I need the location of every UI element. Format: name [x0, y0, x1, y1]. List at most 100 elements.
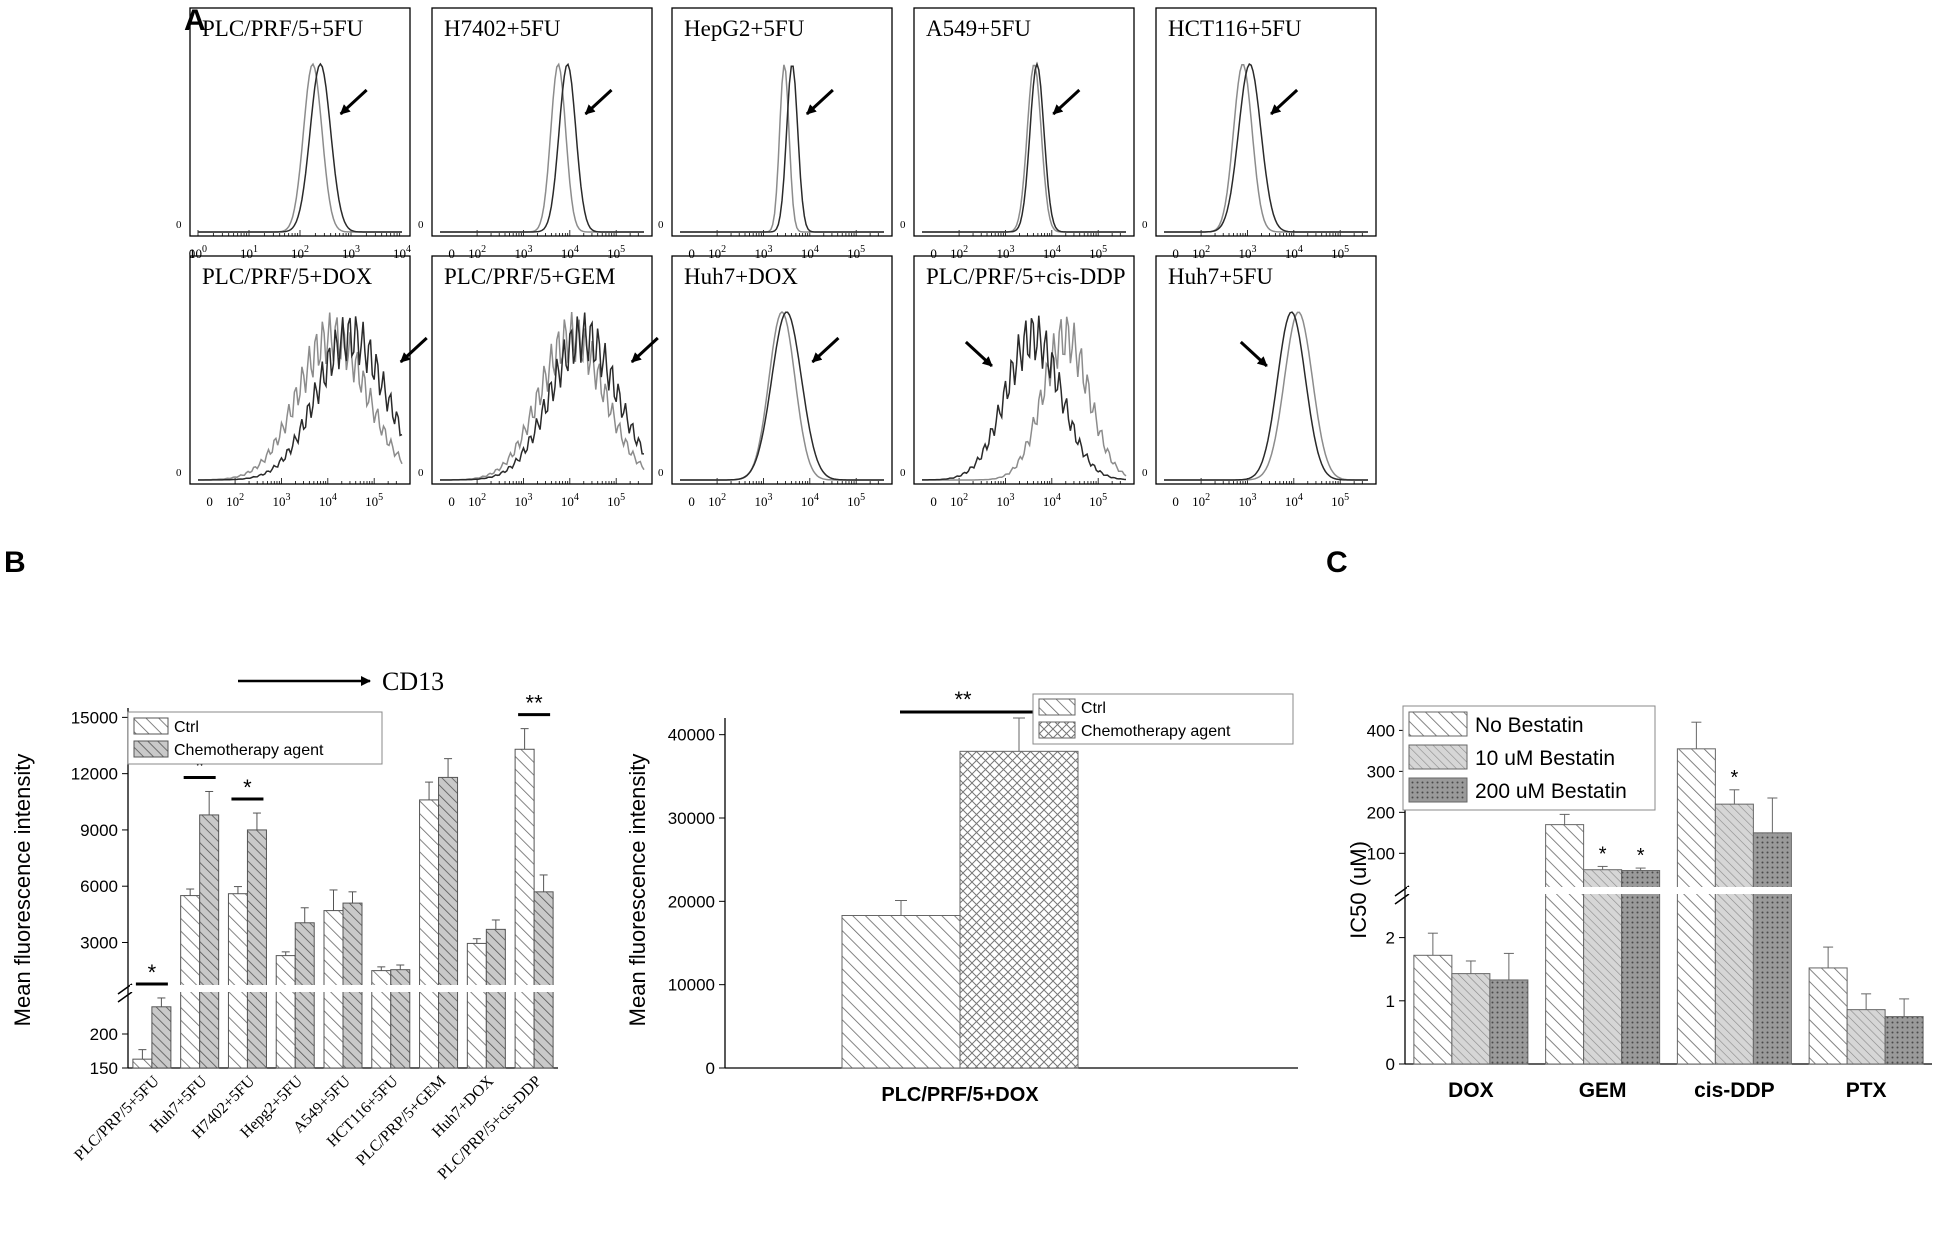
histogram-curve-ctrl [1164, 64, 1368, 233]
b-left-bar-treated [246, 829, 267, 1069]
histogram-title: PLC/PRF/5+5FU [202, 16, 364, 41]
b-left-bar-treated [438, 776, 459, 1069]
histogram-tick-label: 102 [226, 492, 244, 509]
histogram-title: HCT116+5FU [1168, 16, 1302, 41]
b-right-y-label: Mean fluorescence intensity [625, 754, 650, 1027]
b-right-bar-treated [959, 750, 1079, 1069]
histogram-frame [431, 255, 653, 485]
b-right-x-label: PLC/PRF/5+DOX [881, 1084, 1039, 1106]
histogram-curve-treated [440, 312, 645, 481]
b-right-bar-ctrl [841, 915, 961, 1069]
histogram-tick-label: 0 [448, 494, 455, 509]
c-break-band [1407, 887, 1934, 894]
histogram-tick-label: 105 [1089, 492, 1107, 509]
b-left-category-label: PLC/PRP/5+GEM [353, 1073, 449, 1169]
c-legend-label: 10 uM Bestatin [1475, 747, 1615, 770]
histogram-y-zero: 0 [418, 219, 424, 231]
histogram-tick-label: 104 [1285, 492, 1303, 509]
histogram-arrow [339, 88, 368, 116]
histogram-curve-treated [680, 311, 884, 481]
histogram-plot: PLC/PRF/5+cis-DDP 0 0 102 103 104 105 [900, 255, 1135, 509]
histogram-plot: Huh7+DOX 0 0 102 103 104 105 [658, 255, 893, 509]
b-right-y-tick-label: 20000 [668, 892, 715, 911]
histogram-tick-label: 0 [1172, 494, 1179, 509]
histogram-plot: Huh7+5FU 0 0 102 103 104 105 [1142, 255, 1377, 509]
c-significance-label: * [1730, 767, 1738, 789]
c-y-label: IC50 (uM) [1346, 841, 1371, 939]
histogram-y-zero: 0 [1142, 467, 1148, 479]
histogram-tick-label: 103 [996, 492, 1014, 509]
histogram-curve-ctrl [680, 310, 884, 481]
histogram-tick-label: 0 [688, 494, 695, 509]
histogram-tick-label: 100 [189, 244, 207, 261]
histogram-tick-label: 102 [950, 244, 968, 261]
histogram-y-zero: 0 [418, 467, 424, 479]
b-left-bar-ctrl [227, 893, 248, 1069]
panel-label-b: B [4, 546, 26, 579]
b-left-bar-treated [533, 891, 554, 1069]
c-bar-no-bestatin [1808, 967, 1848, 1065]
b-left-y-tick-label: 6000 [80, 877, 118, 896]
histogram-title: Huh7+5FU [1168, 264, 1273, 289]
histogram-tick-label: 0 [930, 246, 937, 261]
histogram-title: PLC/PRF/5+GEM [444, 264, 615, 289]
b-left-break-band [130, 985, 560, 992]
c-axis-break [1394, 885, 1410, 905]
histogram-tick-label: 104 [801, 492, 819, 509]
panel-label-c: C [1326, 546, 1348, 579]
b-right-legend-label: Chemotherapy agent [1081, 723, 1231, 740]
histogram-tick-label: 105 [847, 492, 865, 509]
histogram-plot: A549+5FU 0 0 102 103 104 105 [900, 7, 1135, 261]
histogram-title: HepG2+5FU [684, 16, 805, 41]
histogram-title: H7402+5FU [444, 16, 561, 41]
b-left-y-tick-label: 150 [90, 1059, 118, 1078]
histogram-tick-label: 102 [708, 492, 726, 509]
b-left-bar-treated [485, 928, 506, 1069]
b-left-legend [127, 711, 383, 765]
c-bar-10um-bestatin [1714, 803, 1754, 1065]
histogram-y-zero: 0 [900, 467, 906, 479]
histogram-curve-ctrl [922, 316, 1127, 481]
b-right-y-tick-label: 30000 [668, 809, 715, 828]
histogram-tick-label: 0 [206, 494, 213, 509]
b-left-y-tick-label: 3000 [80, 933, 118, 952]
cd13-axis-label: CD13 [382, 667, 444, 696]
b-left-bar-ctrl [466, 942, 487, 1069]
histogram-y-zero: 0 [1142, 219, 1148, 231]
c-legend-swatch [1408, 744, 1468, 770]
b-left-y-tick-label: 9000 [80, 821, 118, 840]
histogram-tick-label: 102 [1192, 492, 1210, 509]
histogram-frame [913, 7, 1135, 237]
c-legend-swatch [1408, 777, 1468, 803]
b-left-bar-ctrl [419, 799, 440, 1069]
c-category-label: PTX [1846, 1079, 1887, 1102]
b-left-category-label: PLC/PRP/5+5FU [71, 1072, 163, 1164]
c-bar-200um-bestatin [1621, 870, 1661, 1065]
panel-b-left-bar-chart: 150 200 3000 6000 9000 12000 15000 Mean fluores… [10, 691, 560, 1183]
b-left-significance-label: ** [526, 691, 544, 716]
b-left-significance-label: * [195, 753, 204, 778]
c-category-label: cis-DDP [1694, 1079, 1775, 1102]
histogram-plot: PLC/PRF/5+DOX 0 0 102 103 104 105 [176, 255, 428, 509]
b-right-y-tick-label: 0 [706, 1059, 715, 1078]
c-bar-no-bestatin [1413, 954, 1453, 1065]
c-bar-200um-bestatin [1752, 832, 1792, 1065]
histogram-tick-label: 0 [189, 246, 196, 261]
histogram-arrow [399, 336, 428, 364]
histogram-arrow [805, 88, 834, 116]
histogram-tick-label: 103 [996, 244, 1014, 261]
b-right-legend-swatch [1038, 721, 1076, 739]
b-right-y-tick-label: 10000 [668, 976, 715, 995]
histogram-curve-treated [198, 62, 402, 233]
histogram-y-zero: 0 [658, 467, 664, 479]
histogram-tick-label: 105 [607, 492, 625, 509]
b-left-bar-treated [151, 1006, 172, 1069]
c-y-tick-label: 200 [1367, 803, 1395, 822]
histogram-curve-ctrl [198, 312, 403, 481]
c-y-tick-label: 400 [1367, 721, 1395, 740]
histogram-tick-label: 103 [342, 244, 360, 261]
histogram-y-zero: 0 [176, 467, 182, 479]
